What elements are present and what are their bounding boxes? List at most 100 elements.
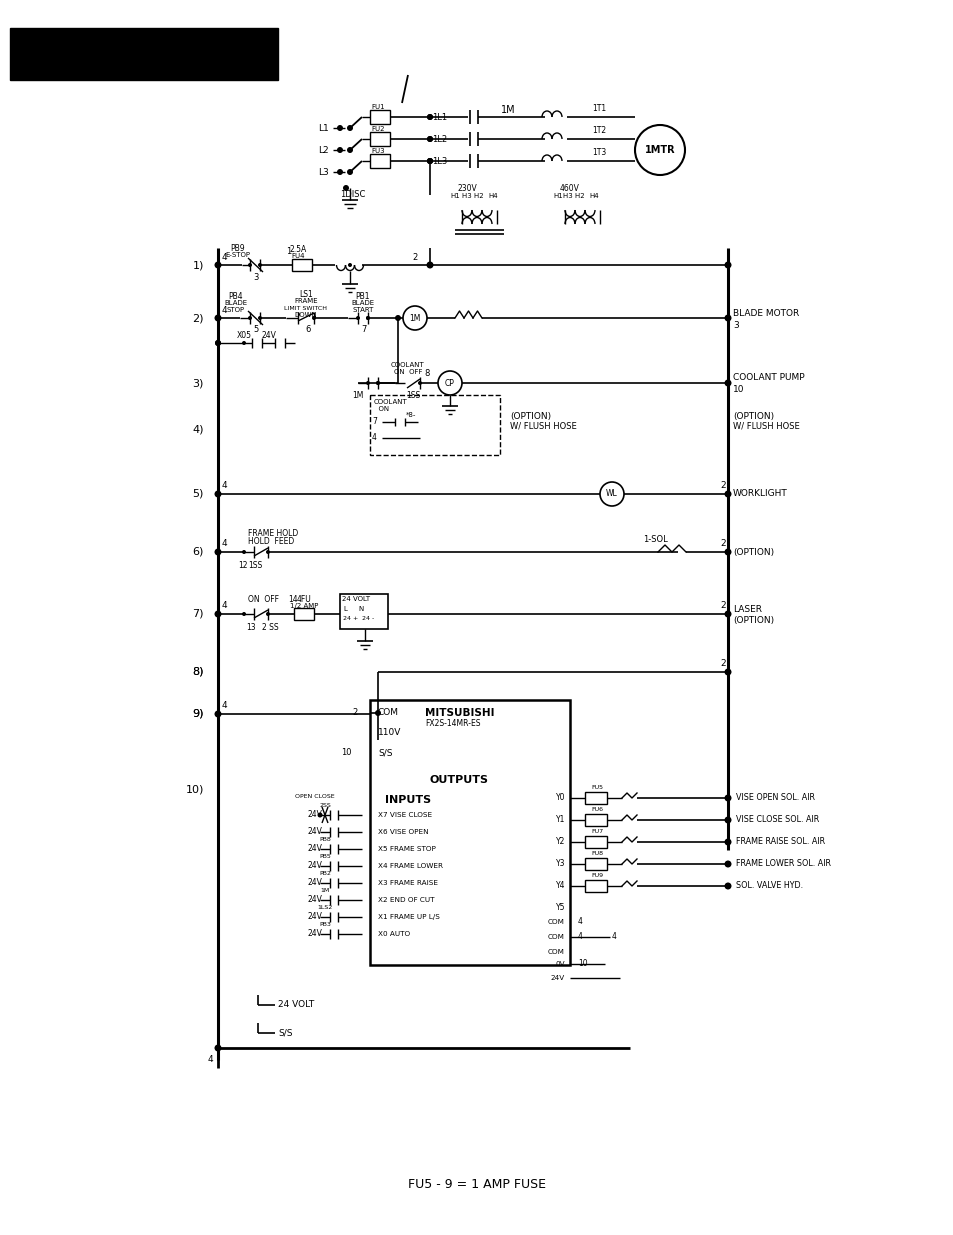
Circle shape [723,262,731,268]
Text: WL: WL [605,489,618,499]
Circle shape [348,263,352,267]
Circle shape [336,169,343,175]
Text: FU6: FU6 [590,808,602,813]
Text: VISE OPEN SOL. AIR: VISE OPEN SOL. AIR [735,794,814,803]
Circle shape [427,114,433,120]
Bar [584,836,606,848]
Text: SOL. VALVE HYD.: SOL. VALVE HYD. [735,882,802,890]
Text: 24V: 24V [308,895,322,904]
Text: (OPTION): (OPTION) [732,547,773,557]
Text: X7 VISE CLOSE: X7 VISE CLOSE [377,811,432,818]
Text: VISE CLOSE SOL. AIR: VISE CLOSE SOL. AIR [735,815,819,825]
Text: 2: 2 [353,709,357,718]
Text: 4: 4 [578,932,582,941]
Circle shape [427,158,433,164]
Text: 1M: 1M [500,105,515,115]
Text: 24 VOLT: 24 VOLT [277,1000,314,1009]
Text: BLADE MOTOR: BLADE MOTOR [732,309,799,317]
Text: Y3: Y3 [555,860,564,868]
Circle shape [347,125,353,131]
Text: 24V: 24V [550,974,564,981]
Circle shape [214,610,221,618]
Text: 4: 4 [578,918,582,926]
Text: 4: 4 [222,540,228,548]
Text: FU5 - 9 = 1 AMP FUSE: FU5 - 9 = 1 AMP FUSE [408,1178,545,1192]
Text: H1: H1 [450,193,459,199]
Text: 2: 2 [720,659,725,668]
Text: 1L3: 1L3 [432,157,447,165]
Text: ON  OFF: ON OFF [248,595,278,604]
Text: 1: 1 [286,247,291,256]
Text: COOLANT PUMP: COOLANT PUMP [732,373,803,383]
Text: 13: 13 [246,624,255,632]
Text: MITSUBISHI: MITSUBISHI [424,708,494,718]
Text: PB2: PB2 [318,872,331,877]
Text: L2: L2 [317,146,328,154]
Text: FU3: FU3 [371,148,384,154]
Text: 110V: 110V [377,729,401,737]
Text: H3 H2: H3 H2 [562,193,584,199]
Circle shape [723,816,731,824]
Text: Y5: Y5 [555,904,564,913]
Circle shape [723,379,731,387]
Text: 2: 2 [412,252,416,262]
Text: FRAME HOLD: FRAME HOLD [248,530,298,538]
Text: 2): 2) [193,312,204,324]
Text: L3: L3 [317,168,329,177]
Text: 4: 4 [372,433,376,442]
Text: 1-SOL: 1-SOL [642,535,667,543]
Circle shape [723,610,731,618]
Bar [584,814,606,826]
Text: PB3: PB3 [318,923,331,927]
Text: 24 VOLT: 24 VOLT [341,597,370,601]
Text: FRAME: FRAME [294,298,317,304]
Text: 2SS: 2SS [319,804,331,809]
Text: 0V: 0V [555,961,564,967]
Text: 460V: 460V [559,184,579,193]
Circle shape [312,316,315,320]
Circle shape [257,263,262,267]
Text: 4: 4 [207,1056,213,1065]
Bar [10,28,277,80]
Circle shape [242,550,246,555]
Bar [370,700,569,965]
Text: COM: COM [548,919,564,925]
Text: 1SS: 1SS [248,562,262,571]
Text: 1M: 1M [352,390,363,399]
Circle shape [427,158,433,164]
Text: X2 END OF CUT: X2 END OF CUT [377,897,434,903]
Text: FX2S-14MR-ES: FX2S-14MR-ES [424,720,480,729]
Text: PB8: PB8 [319,837,331,842]
Text: FU1: FU1 [371,104,384,110]
Text: W/ FLUSH HOSE: W/ FLUSH HOSE [732,421,799,431]
Text: COOLANT: COOLANT [391,362,424,368]
Circle shape [214,340,221,346]
Text: H4: H4 [488,193,497,199]
Text: H4: H4 [588,193,598,199]
Circle shape [317,813,322,818]
Circle shape [214,548,221,556]
Circle shape [214,710,221,718]
Circle shape [723,861,731,867]
Text: N: N [357,606,363,613]
Text: 5: 5 [253,326,258,335]
Circle shape [723,315,731,321]
Text: 7: 7 [361,326,366,335]
Circle shape [214,1045,221,1051]
Circle shape [366,316,370,320]
Circle shape [336,147,343,153]
Text: X6 VISE OPEN: X6 VISE OPEN [377,829,428,835]
Text: FU4: FU4 [291,253,304,259]
Bar [370,132,390,146]
Text: FRAME RAISE SOL. AIR: FRAME RAISE SOL. AIR [735,837,824,846]
Text: 2: 2 [720,540,725,548]
Circle shape [336,125,343,131]
Text: FRAME LOWER SOL. AIR: FRAME LOWER SOL. AIR [735,860,830,868]
Text: H3 H2: H3 H2 [461,193,483,199]
Text: 3): 3) [193,378,204,388]
Text: E-STOP: E-STOP [225,252,251,258]
Text: Y1: Y1 [555,815,564,825]
Text: PB9: PB9 [231,243,245,252]
Text: Y4: Y4 [555,882,564,890]
Text: 8: 8 [424,369,429,378]
